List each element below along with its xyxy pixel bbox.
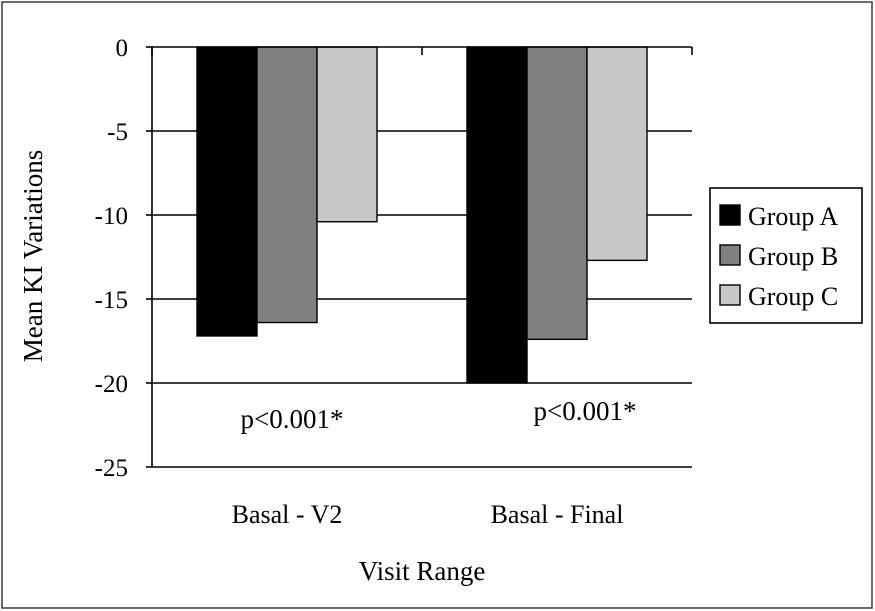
x-axis-title: Visit Range [359,556,486,586]
y-tick-label: -5 [107,119,128,146]
legend-swatch [719,284,741,306]
bar-group-c [316,46,378,223]
legend-label: Group C [748,282,838,311]
x-category-labels: Basal - V2 Basal - Final [232,500,624,529]
y-tick-label: 0 [116,35,129,62]
p-value-annotation: p<0.001* [241,404,344,434]
bars [196,46,648,384]
legend-swatch [719,244,741,266]
legend-swatch [719,204,741,226]
y-tick-labels: 0 -5 -10 -15 -20 -25 [95,35,128,482]
y-tick-label: -20 [95,371,128,398]
annotations: p<0.001* p<0.001* [241,396,637,434]
bar-group-c [586,46,648,262]
y-tick-label: -15 [95,287,128,314]
bar-group-a [466,46,528,384]
legend-label: Group A [748,202,839,231]
y-axis-title: Mean KI Variations [18,150,48,362]
x-category-label: Basal - Final [491,500,624,529]
bar-group-b [526,46,588,341]
y-tick-label: -25 [95,455,128,482]
y-tick-label: -10 [95,203,128,230]
bar-group-b [256,46,318,324]
legend-label: Group B [748,242,838,271]
legend: Group A Group B Group C [709,187,863,324]
p-value-annotation: p<0.001* [534,396,637,426]
bar-group-a [196,46,258,337]
x-category-label: Basal - V2 [232,500,343,529]
axes [146,46,693,468]
